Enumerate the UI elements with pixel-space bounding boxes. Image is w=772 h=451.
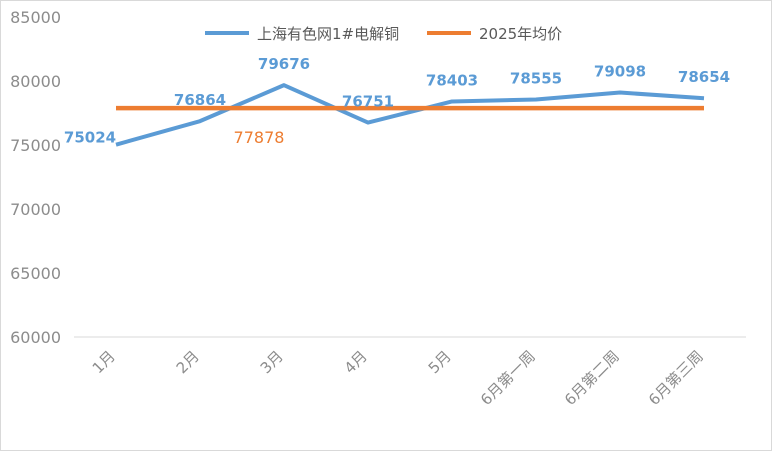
y-tick-label: 80000: [10, 72, 61, 91]
x-tick-label: 4月: [341, 347, 371, 377]
data-label-copy-price: 78654: [678, 68, 730, 86]
drop-lines: [115, 85, 705, 337]
series-lines: [115, 83, 705, 147]
x-tick-label: 6月第三周: [645, 347, 707, 409]
x-tick-label: 6月第二周: [561, 347, 623, 409]
legend-label-avg-price: 2025年均价: [479, 25, 562, 43]
series-line-copy-price: [115, 83, 705, 147]
data-label-copy-price: 78555: [510, 69, 562, 87]
x-tick-label: 5月: [425, 347, 455, 377]
x-axis: 1月 2月 3月 4月 5月 6月第一周 6月第二周 6月第三周: [89, 347, 707, 409]
data-label-copy-price: 75024: [64, 129, 116, 147]
x-tick-label: 2月: [173, 347, 203, 377]
x-tick-label: 3月: [257, 347, 287, 377]
y-tick-label: 65000: [10, 264, 61, 283]
data-label-avg-price: 77878: [234, 128, 285, 147]
legend: 上海有色网1#电解铜 2025年均价: [205, 25, 562, 43]
data-label-copy-price: 78403: [426, 71, 478, 89]
legend-label-copy-price: 上海有色网1#电解铜: [257, 25, 399, 43]
y-tick-label: 70000: [10, 200, 61, 219]
data-label-copy-price: 79098: [594, 63, 646, 81]
data-label-copy-price: 76751: [342, 93, 394, 111]
y-tick-label: 60000: [10, 328, 61, 347]
x-tick-label: 1月: [89, 347, 119, 377]
y-axis: 60000 65000 70000 75000 80000 85000: [10, 8, 61, 347]
data-label-copy-price: 76864: [174, 91, 226, 109]
data-label-copy-price: 79676: [258, 55, 310, 73]
x-tick-label: 6月第一周: [477, 347, 539, 409]
y-tick-label: 85000: [10, 8, 61, 27]
data-labels: 75024 76864 79676 76751 78403 78555 79098 78654…: [64, 55, 730, 147]
y-tick-label: 75000: [10, 136, 61, 155]
